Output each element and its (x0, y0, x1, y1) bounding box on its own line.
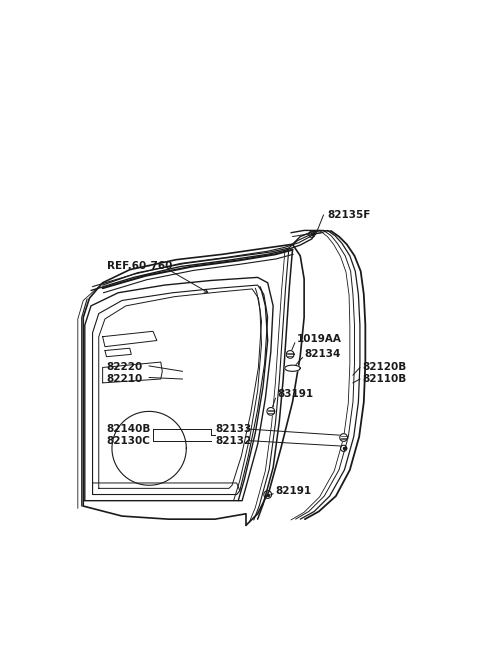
Text: 83191: 83191 (277, 390, 313, 400)
Polygon shape (287, 350, 294, 358)
Polygon shape (285, 365, 300, 371)
Text: 82210: 82210 (107, 374, 143, 384)
Polygon shape (340, 434, 348, 441)
Text: 82132: 82132 (215, 436, 251, 445)
Text: 82130C: 82130C (107, 436, 150, 445)
Text: 82134: 82134 (304, 350, 340, 359)
Text: 82191: 82191 (276, 485, 312, 496)
Text: 82220: 82220 (107, 363, 143, 373)
Text: 82120B: 82120B (362, 363, 407, 373)
Text: REF.60-760: REF.60-760 (107, 261, 172, 271)
Text: 1019AA: 1019AA (296, 334, 341, 344)
Text: 82133: 82133 (215, 424, 251, 434)
Text: 82135F: 82135F (327, 210, 371, 220)
Polygon shape (267, 407, 275, 415)
Text: 82140B: 82140B (107, 424, 151, 434)
Text: 82110B: 82110B (362, 374, 407, 384)
